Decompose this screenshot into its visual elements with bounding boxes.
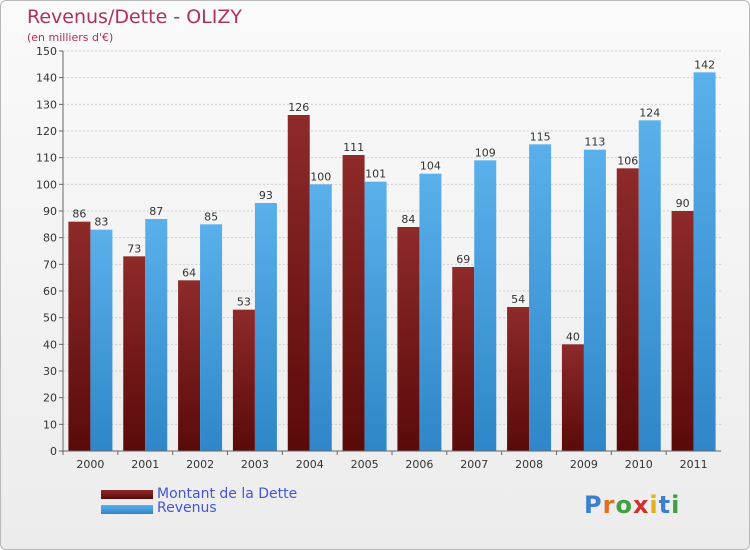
data-labels: 86 83 73 87 64 85 53 93 126 100 111 101 84 104 69 109 54…: [72, 58, 715, 343]
y-tick-label: 100: [36, 178, 57, 191]
bar-revenus: [364, 181, 387, 451]
bar-dette: [68, 221, 91, 451]
bar-dette: [561, 344, 584, 451]
grid-lines: [63, 50, 721, 452]
x-tick-label: 2009: [570, 458, 598, 471]
logo-letter: i: [671, 491, 681, 519]
y-tick-label: 130: [36, 98, 57, 111]
bar-dette-value-label: 69: [456, 253, 470, 266]
bar-dette: [287, 115, 310, 451]
bar-dette-value-label: 86: [72, 208, 86, 221]
legend-swatch-dette: [101, 490, 153, 499]
x-tick-label: 2008: [515, 458, 543, 471]
x-tick-label: 2002: [186, 458, 214, 471]
bar-dette-value-label: 73: [127, 242, 141, 255]
bar-revenus: [90, 229, 113, 451]
y-tick-label: 150: [36, 45, 57, 58]
y-tick-label: 120: [36, 125, 57, 138]
bar-dette: [397, 227, 420, 451]
bar-dette-value-label: 53: [237, 296, 251, 309]
y-tick-label: 0: [50, 445, 57, 458]
bars: [68, 72, 716, 452]
y-tick-label: 30: [43, 365, 57, 378]
y-axis-ticks: 0 10 20 30 40 50 60 70 80 90 100 110 120 130 140 150: [36, 45, 63, 458]
bar-revenus-value-label: 115: [530, 130, 551, 143]
logo-letter: r: [602, 491, 616, 519]
bar-revenus-value-label: 113: [584, 136, 605, 149]
bar-revenus-value-label: 109: [475, 146, 496, 159]
chart-title: Revenus/Dette - OLIZY: [27, 6, 242, 28]
bar-revenus: [583, 149, 606, 451]
bar-dette-value-label: 90: [676, 197, 690, 210]
bar-dette: [123, 256, 146, 451]
y-tick-label: 40: [43, 338, 57, 351]
chart-subtitle: (en milliers d'€): [27, 31, 114, 44]
bar-dette-value-label: 111: [343, 141, 364, 154]
bar-dette: [671, 211, 694, 451]
logo-letter: i: [649, 491, 659, 519]
bar-revenus-value-label: 83: [94, 216, 108, 229]
bar-revenus-value-label: 87: [149, 205, 163, 218]
x-tick-label: 2010: [625, 458, 653, 471]
logo-letter: t: [658, 491, 672, 519]
logo-letter: o: [615, 491, 633, 519]
bar-revenus: [309, 184, 332, 452]
bar-revenus-value-label: 124: [639, 106, 660, 119]
bar-dette-value-label: 40: [566, 330, 580, 343]
proxiti-logo: Proxiti: [584, 491, 680, 519]
bar-revenus: [474, 160, 497, 452]
bar-revenus-value-label: 100: [310, 170, 331, 183]
bar-dette-value-label: 84: [401, 213, 415, 226]
logo-letter: P: [584, 491, 603, 519]
bar-dette-value-label: 64: [182, 266, 196, 279]
x-tick-label: 2006: [405, 458, 433, 471]
bar-revenus: [529, 144, 552, 452]
bar-dette-value-label: 54: [511, 293, 525, 306]
legend-label-revenus: Revenus: [157, 500, 217, 516]
bar-revenus: [693, 72, 716, 451]
legend-swatch-revenus: [101, 505, 153, 514]
x-tick-label: 2011: [680, 458, 708, 471]
bar-dette: [342, 155, 365, 451]
x-tick-label: 2000: [76, 458, 104, 471]
bar-revenus: [200, 224, 223, 451]
bar-dette: [452, 267, 475, 451]
bar-dette: [616, 168, 639, 452]
x-tick-label: 2007: [460, 458, 488, 471]
bar-revenus: [419, 173, 442, 451]
y-tick-label: 60: [43, 285, 57, 298]
x-axis-ticks: 2000 2001 2002 2003 2004 2005 2006 2007 2008 2009…: [62, 451, 708, 471]
bar-revenus-value-label: 142: [694, 58, 715, 71]
x-tick-label: 2001: [131, 458, 159, 471]
bar-revenus: [254, 203, 277, 451]
y-tick-label: 110: [36, 152, 57, 165]
x-tick-label: 2005: [351, 458, 379, 471]
bar-dette-value-label: 106: [617, 154, 638, 167]
bar-revenus-value-label: 104: [420, 160, 441, 173]
x-tick-label: 2003: [241, 458, 269, 471]
y-tick-label: 90: [43, 205, 57, 218]
bar-revenus-value-label: 101: [365, 168, 386, 181]
bar-revenus-value-label: 93: [259, 189, 273, 202]
y-tick-label: 80: [43, 232, 57, 245]
x-tick-label: 2004: [296, 458, 324, 471]
bar-dette-value-label: 126: [288, 101, 309, 114]
bar-dette: [178, 280, 201, 451]
legend-label-dette: Montant de la Dette: [157, 486, 298, 502]
bar-revenus: [638, 120, 661, 451]
bar-revenus: [145, 219, 168, 451]
y-tick-label: 140: [36, 72, 57, 85]
y-tick-label: 10: [43, 418, 57, 431]
logo-letter: x: [632, 491, 650, 519]
bar-dette: [507, 307, 530, 451]
y-tick-label: 20: [43, 392, 57, 405]
bar-revenus-value-label: 85: [204, 210, 218, 223]
y-tick-label: 70: [43, 258, 57, 271]
y-tick-label: 50: [43, 312, 57, 325]
bar-dette: [232, 309, 255, 451]
